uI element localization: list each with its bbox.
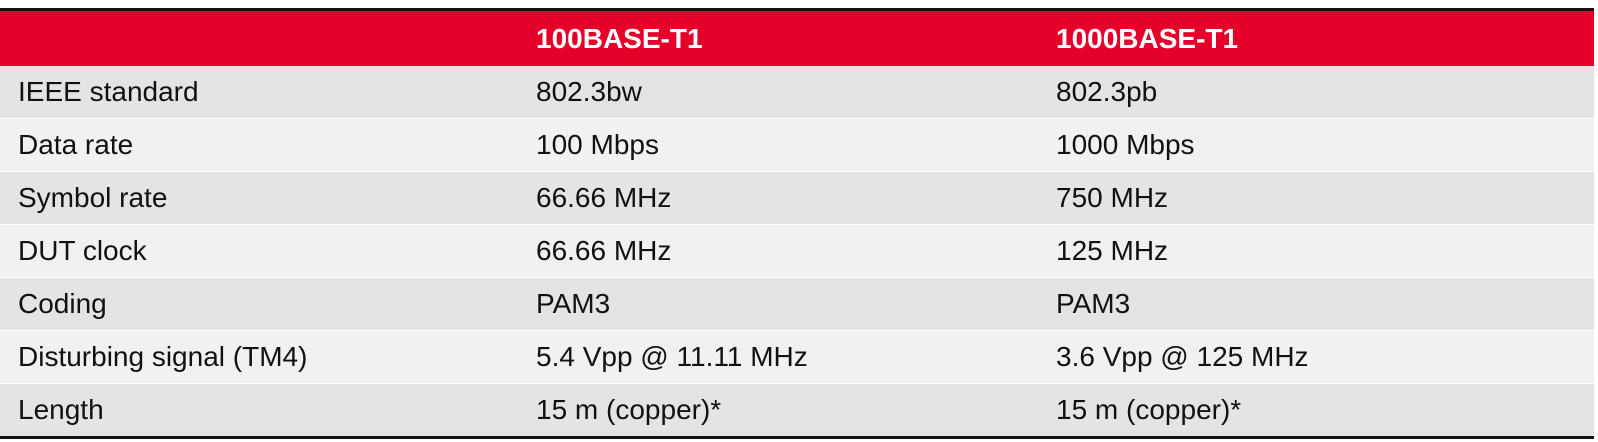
row-label: Disturbing signal (TM4) [0,330,518,384]
cell-100base-t1: 15 m (copper)* [518,383,1038,438]
table-header-row: 100BASE-T1 1000BASE-T1 [0,9,1594,66]
table-row: Symbol rate 66.66 MHz 750 MHz [0,171,1594,225]
table-row: Length 15 m (copper)* 15 m (copper)* [0,383,1594,438]
table-row: DUT clock 66.66 MHz 125 MHz [0,224,1594,278]
comparison-table-container: 100BASE-T1 1000BASE-T1 IEEE standard 802… [0,8,1594,439]
table-row: Data rate 100 Mbps 1000 Mbps [0,118,1594,172]
header-cell-empty [0,9,518,66]
table-row: Coding PAM3 PAM3 [0,277,1594,331]
row-label: IEEE standard [0,66,518,119]
cell-100base-t1: 66.66 MHz [518,224,1038,278]
row-label: Symbol rate [0,171,518,225]
cell-1000base-t1: 1000 Mbps [1038,118,1594,172]
cell-1000base-t1: PAM3 [1038,277,1594,331]
cell-1000base-t1: 802.3pb [1038,66,1594,119]
row-label: Length [0,383,518,438]
cell-100base-t1: 802.3bw [518,66,1038,119]
cell-1000base-t1: 15 m (copper)* [1038,383,1594,438]
ethernet-comparison-table: 100BASE-T1 1000BASE-T1 IEEE standard 802… [0,8,1594,439]
cell-1000base-t1: 125 MHz [1038,224,1594,278]
cell-1000base-t1: 750 MHz [1038,171,1594,225]
table-row: Disturbing signal (TM4) 5.4 Vpp @ 11.11 … [0,330,1594,384]
cell-100base-t1: 66.66 MHz [518,171,1038,225]
row-label: Coding [0,277,518,331]
row-label: Data rate [0,118,518,172]
cell-100base-t1: PAM3 [518,277,1038,331]
header-cell-100base-t1: 100BASE-T1 [518,9,1038,66]
row-label: DUT clock [0,224,518,278]
cell-100base-t1: 100 Mbps [518,118,1038,172]
table-row: IEEE standard 802.3bw 802.3pb [0,66,1594,119]
cell-1000base-t1: 3.6 Vpp @ 125 MHz [1038,330,1594,384]
cell-100base-t1: 5.4 Vpp @ 11.11 MHz [518,330,1038,384]
header-cell-1000base-t1: 1000BASE-T1 [1038,9,1594,66]
